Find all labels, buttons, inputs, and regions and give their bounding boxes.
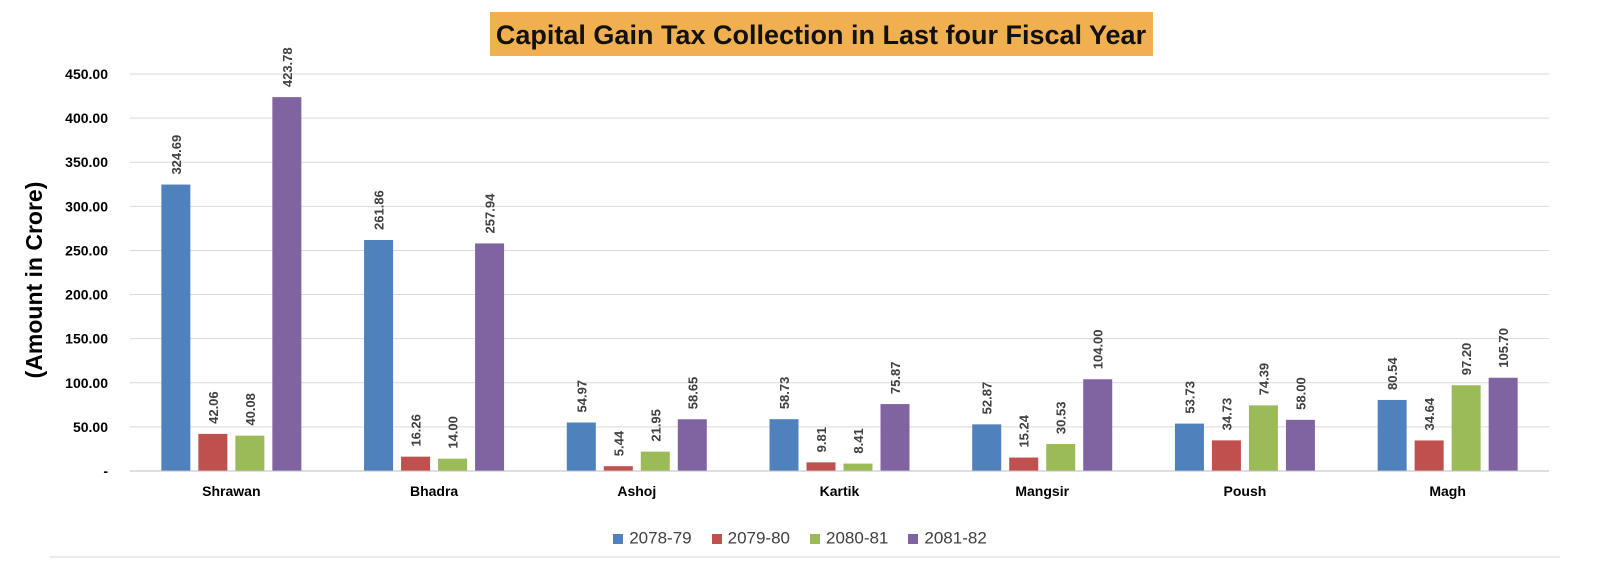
bar	[1414, 440, 1444, 471]
y-tick-label: 400.00	[65, 110, 108, 126]
data-label: 58.73	[777, 377, 792, 410]
bar	[806, 462, 836, 471]
legend-label: 2081-82	[924, 528, 987, 548]
y-axis-label: (Amount in Crore)	[21, 182, 47, 379]
legend-swatch	[613, 533, 624, 544]
data-label: 423.78	[280, 47, 295, 87]
legend-item: 2078-79	[613, 528, 692, 549]
y-tick-label: 100.00	[65, 375, 108, 391]
bar	[1083, 379, 1113, 471]
data-label: 30.53	[1054, 402, 1069, 435]
bar	[603, 466, 633, 471]
data-label: 15.24	[1017, 414, 1032, 447]
bar	[438, 458, 468, 471]
bar	[1377, 399, 1407, 471]
legend-swatch	[908, 533, 919, 544]
data-label: 58.00	[1293, 377, 1308, 410]
data-label: 14.00	[446, 416, 461, 449]
data-label: 5.44	[611, 430, 626, 456]
data-label: 105.70	[1496, 328, 1511, 368]
data-label: 9.81	[814, 427, 829, 452]
y-tick-label: 450.00	[65, 66, 108, 82]
bar	[640, 451, 670, 471]
bar	[1451, 385, 1481, 471]
bar	[1009, 457, 1039, 471]
data-label: 257.94	[483, 193, 498, 234]
bar	[1211, 440, 1241, 471]
bar	[880, 404, 910, 471]
bar	[235, 435, 265, 471]
data-label: 80.54	[1385, 357, 1400, 390]
y-tick-label: 150.00	[65, 331, 108, 347]
bar	[677, 419, 707, 471]
bar	[1174, 423, 1204, 471]
data-label: 58.65	[685, 377, 700, 410]
data-label: 74.39	[1256, 363, 1271, 396]
y-tick-label: 350.00	[65, 154, 108, 170]
legend-label: 2080-81	[826, 528, 889, 548]
legend-item: 2079-80	[711, 528, 790, 549]
legend-label: 2079-80	[727, 528, 790, 548]
bar	[566, 422, 596, 471]
y-axis-ticks: - 50.00 100.00 150.00 200.00 250.00 300.00 350.…	[65, 66, 108, 479]
bar	[1488, 377, 1518, 471]
data-label: 42.06	[206, 391, 221, 424]
bar	[475, 243, 505, 471]
data-label: 34.64	[1422, 397, 1437, 430]
data-label: 8.41	[851, 428, 866, 453]
legend-item: 2081-82	[908, 528, 987, 549]
bar	[401, 456, 431, 471]
bars	[161, 97, 1518, 471]
bar	[1285, 419, 1315, 471]
bar	[769, 419, 799, 471]
data-label: 104.00	[1091, 329, 1106, 369]
bar	[198, 433, 228, 471]
bar	[161, 184, 191, 471]
legend: 2078-79 2079-80 2080-81 2081-82	[0, 528, 1600, 549]
data-label: 53.73	[1182, 381, 1197, 414]
x-tick-label: Kartik	[820, 483, 860, 499]
legend-swatch	[810, 533, 820, 544]
bar	[1046, 444, 1076, 471]
bar	[972, 424, 1002, 471]
data-label: 54.97	[574, 380, 589, 413]
bar	[364, 239, 394, 471]
y-tick-label: 50.00	[73, 419, 108, 435]
legend-item: 2080-81	[810, 528, 888, 549]
x-tick-label: Shrawan	[202, 483, 260, 499]
bar	[272, 97, 302, 471]
bar	[1248, 405, 1278, 471]
chart-title: Capital Gain Tax Collection in Last four…	[496, 20, 1147, 50]
y-tick-label: 250.00	[65, 242, 108, 258]
data-label: 34.73	[1219, 398, 1234, 431]
x-tick-label: Magh	[1429, 483, 1466, 499]
x-tick-label: Poush	[1224, 483, 1267, 499]
data-label: 21.95	[648, 409, 663, 442]
legend-swatch	[711, 533, 722, 544]
bar	[843, 463, 873, 471]
data-labels: 324.69 42.06 40.08 423.78 261.86 16.26 14.00 25…	[169, 47, 1511, 456]
data-label: 52.87	[980, 382, 995, 415]
legend-label: 2078-79	[629, 528, 692, 548]
data-label: 97.20	[1459, 343, 1474, 376]
data-label: 261.86	[372, 190, 387, 230]
x-tick-label: Bhadra	[410, 483, 458, 499]
data-label: 16.26	[409, 414, 424, 447]
x-tick-label: Ashoj	[617, 483, 656, 499]
y-tick-label: 300.00	[65, 198, 108, 214]
x-tick-label: Mangsir	[1015, 483, 1069, 499]
chart-title-background	[490, 12, 1153, 56]
x-axis-ticks: Shrawan Bhadra Ashoj Kartik Mangsir Poush Magh	[202, 483, 1466, 499]
y-tick-label: 200.00	[65, 287, 108, 303]
data-label: 75.87	[888, 362, 903, 395]
y-tick-label: -	[103, 463, 108, 479]
data-label: 324.69	[169, 135, 184, 175]
data-label: 40.08	[243, 393, 258, 426]
